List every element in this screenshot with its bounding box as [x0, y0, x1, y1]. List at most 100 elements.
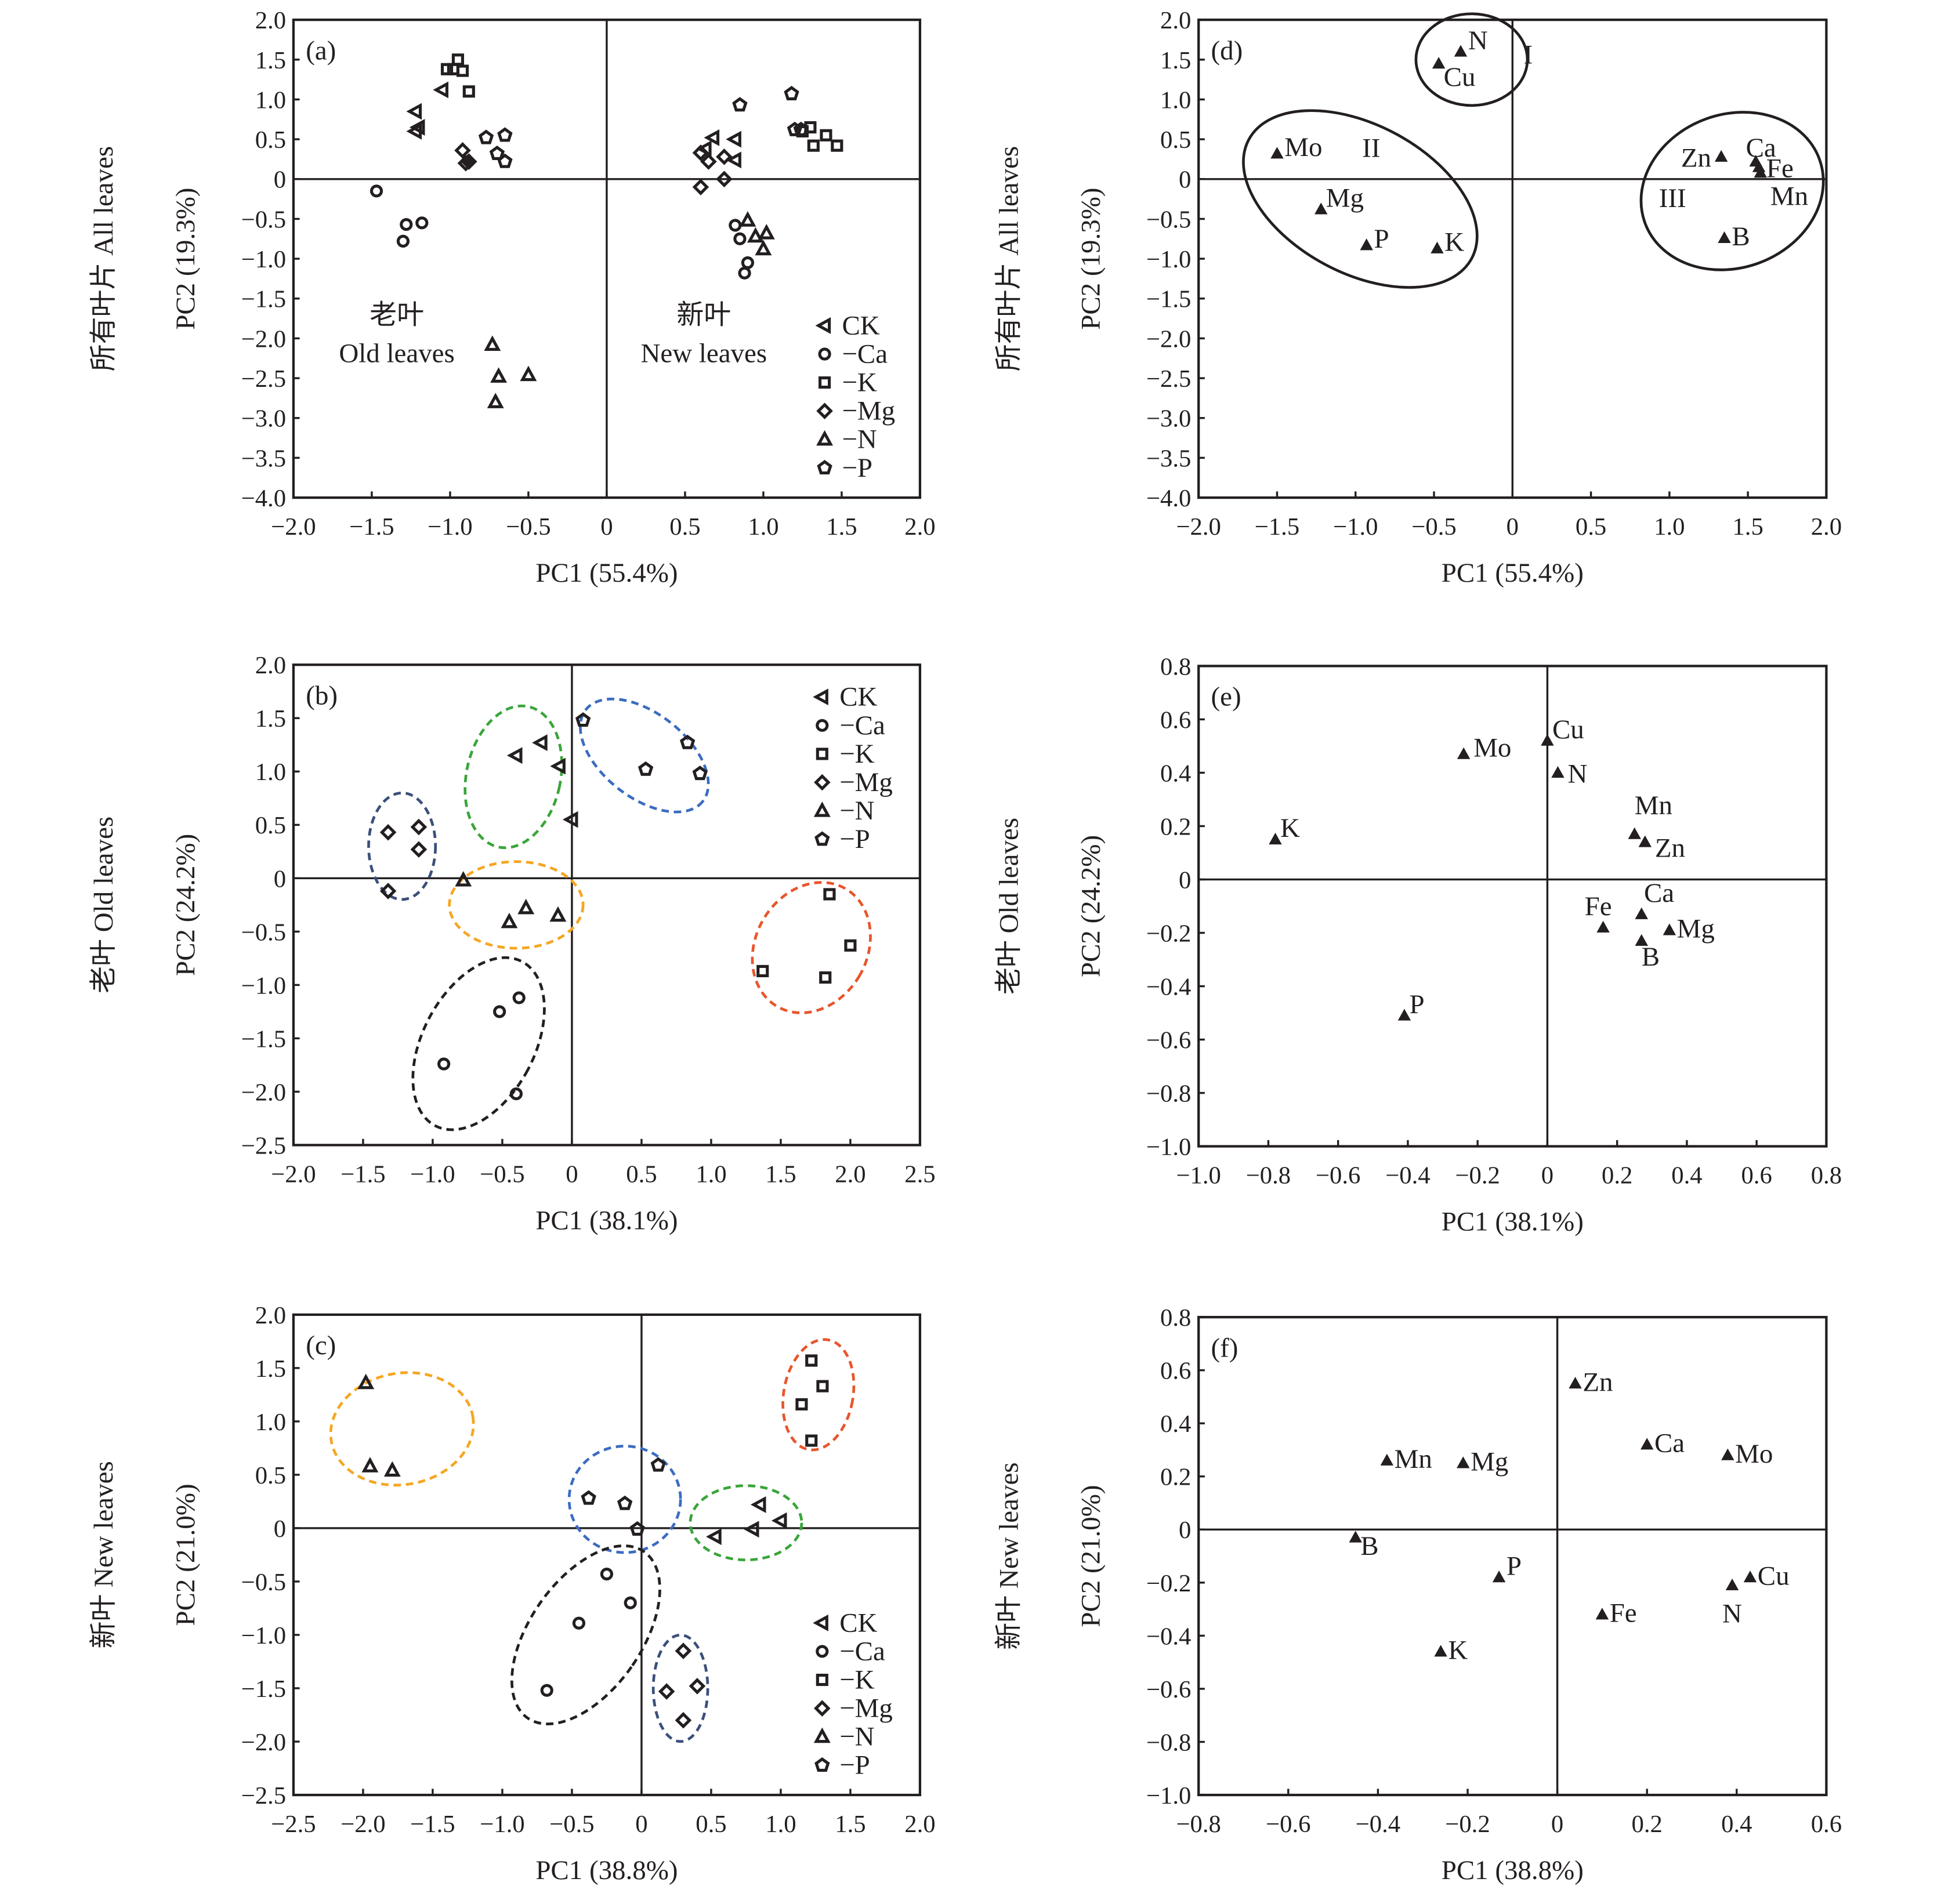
data-point [490, 367, 508, 383]
x-tick-label: −1.5 [341, 1160, 385, 1188]
panel-label: (b) [306, 681, 338, 711]
y-tick-label: 1.5 [255, 705, 286, 732]
data-point [795, 1398, 808, 1410]
element-label: P [1374, 224, 1389, 254]
data-point [487, 393, 504, 408]
element-label: Mn [1635, 790, 1672, 821]
element-label: K [1280, 813, 1300, 843]
element-label: Mo [1735, 1439, 1773, 1469]
y-tick-label: −4.0 [241, 485, 286, 512]
legend-marker [813, 1727, 831, 1743]
data-point [758, 224, 775, 240]
element-marker [1640, 1438, 1654, 1450]
legend-marker [814, 1700, 831, 1717]
element-marker [1551, 766, 1565, 778]
element-marker [1457, 747, 1471, 759]
y-tick-label: −3.5 [1146, 445, 1191, 472]
legend-marker [814, 1757, 830, 1772]
x-tick-label: −1.0 [410, 1160, 455, 1188]
data-point [400, 217, 413, 231]
data-point [816, 1380, 829, 1392]
y-tick-label: −3.0 [241, 405, 286, 433]
element-marker [1628, 827, 1641, 839]
y-tick-label: −1.5 [241, 1025, 286, 1053]
element-label: N [1468, 26, 1488, 56]
y-axis-title-cn: 新叶 New leaves [994, 1462, 1024, 1649]
cluster-ellipse [651, 1633, 709, 1743]
data-point [704, 129, 720, 146]
y-axis-title: PC2 (24.2%) [1075, 835, 1106, 977]
y-tick-label: 0 [274, 166, 286, 194]
x-tick-label: −2.0 [1176, 513, 1221, 541]
cluster-ellipse [578, 697, 710, 814]
annotation: 老叶 [370, 300, 424, 331]
y-tick-label: −2.0 [241, 325, 286, 353]
data-point [741, 256, 755, 270]
cluster-ellipse [463, 704, 563, 850]
y-tick-label: 2.0 [255, 7, 286, 34]
element-label: Mg [1677, 914, 1715, 944]
element-marker [1725, 1578, 1739, 1590]
element-marker [1314, 202, 1328, 215]
data-point [497, 153, 513, 168]
data-point [805, 1354, 818, 1367]
element-marker [1269, 832, 1282, 845]
element-marker [1714, 150, 1728, 162]
data-point [451, 53, 464, 66]
data-point [819, 971, 832, 984]
data-point [379, 824, 397, 841]
element-marker [1638, 835, 1652, 847]
data-point [692, 144, 709, 161]
legend-label: −P [842, 453, 872, 483]
data-point [484, 335, 501, 351]
y-tick-label: −3.5 [241, 445, 286, 472]
panel-b: −2.0 −1.5 −1.0 −0.5 0 0.5 1.0 1.5 2.0 2.5 2.0 1.5 1.… [89, 652, 935, 1235]
y-tick-label: 1.0 [255, 759, 286, 786]
y-axis-title: PC2 (19.3%) [171, 188, 201, 330]
x-tick-label: 0.5 [626, 1160, 657, 1188]
y-tick-label: −0.8 [1146, 1080, 1191, 1107]
x-tick-label: −1.0 [428, 513, 472, 541]
x-tick-label: 0 [566, 1160, 578, 1188]
data-point [478, 129, 494, 144]
x-tick-label: −2.0 [341, 1811, 385, 1838]
x-tick-label: 0.4 [1671, 1162, 1702, 1189]
element-label: Cu [1444, 62, 1476, 92]
cluster-ellipse [367, 791, 437, 901]
data-point [581, 1490, 596, 1505]
legend-label: −Mg [839, 1693, 893, 1724]
x-tick-label: −1.5 [410, 1811, 455, 1838]
element-label: Ca [1644, 878, 1674, 908]
y-tick-label: −1.0 [241, 1622, 286, 1649]
plot-frame [292, 1313, 922, 1797]
panel-f: −0.8 −0.6 −0.4 −0.2 0 0.2 0.4 0.6 0.8 0.6 0.4 0.2 0 −… [994, 1304, 1842, 1885]
x-tick-label: 2.0 [904, 1811, 935, 1838]
x-tick-label: 1.0 [1654, 513, 1685, 541]
y-tick-label: −0.4 [1146, 973, 1191, 1000]
data-point [455, 871, 472, 887]
legend-marker [816, 1673, 828, 1687]
y-tick-label: 0.6 [1160, 706, 1191, 734]
y-tick-label: 2.0 [1160, 7, 1191, 34]
y-tick-label: 0.5 [255, 812, 286, 839]
element-label: Mn [1395, 1444, 1432, 1474]
x-tick-label: −0.2 [1455, 1162, 1500, 1189]
legend: CK−Ca−K−Mg−N−P [813, 1608, 893, 1780]
data-point [675, 1711, 692, 1729]
panel-e: −1.0 −0.8 −0.6 −0.4 −0.2 0 0.2 0.4 0.6 0.8 0.8 0.6 0… [994, 653, 1842, 1236]
legend-marker [813, 802, 831, 817]
panel-label: (d) [1211, 35, 1243, 66]
y-tick-label: 0.2 [1160, 813, 1191, 840]
data-point [410, 841, 428, 858]
legend-marker [815, 317, 831, 334]
data-point [575, 712, 591, 727]
x-tick-label: 0.2 [1632, 1811, 1663, 1838]
x-tick-label: 0.5 [696, 1811, 726, 1838]
y-axis-title-cn: 老叶 Old leaves [89, 817, 119, 993]
legend-label: −N [839, 1722, 874, 1752]
y-axis-title: PC2 (21.0%) [1075, 1485, 1106, 1627]
element-label: P [1409, 989, 1424, 1020]
data-point [738, 266, 751, 280]
x-tick-label: −0.5 [549, 1811, 594, 1838]
data-point [532, 734, 548, 752]
